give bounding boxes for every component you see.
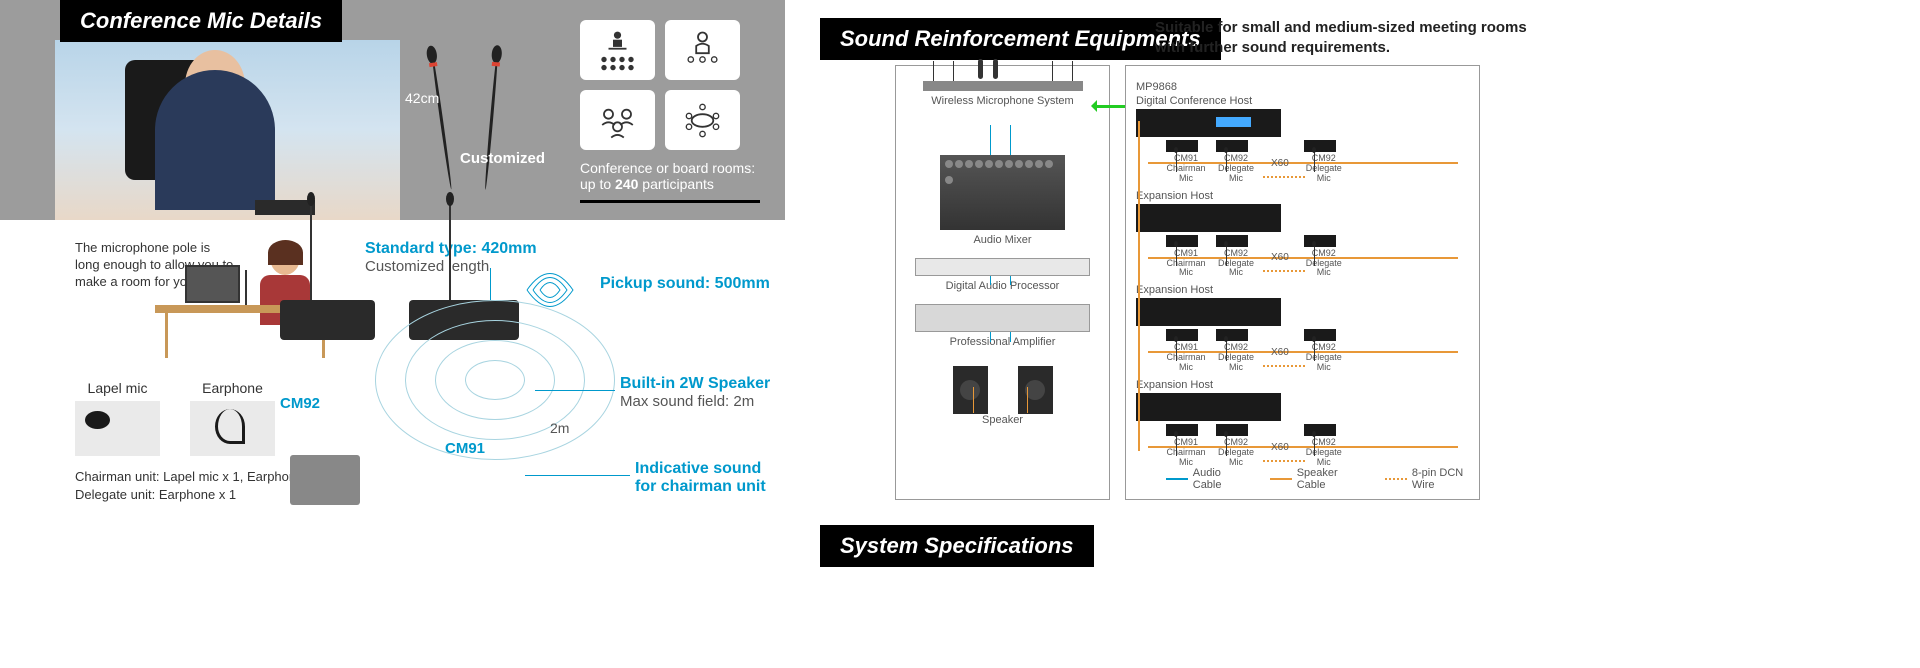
diagram-area: Wireless Microphone System Audio Mixer: [895, 65, 1555, 500]
mic-illustration: 42cm Customized: [400, 30, 580, 210]
left-panel: Conference Mic Details 42cm Customized: [0, 0, 785, 220]
pickup-waves-icon: [525, 255, 605, 325]
x60-label: X60: [1271, 252, 1289, 263]
earphone-label: Earphone: [190, 380, 275, 396]
conference-mic-title: Conference Mic Details: [60, 0, 342, 42]
conference-mic-icon: CM92Delegate Mic: [1304, 140, 1344, 184]
right-subtitle: Suitable for small and medium-sized meet…: [1155, 18, 1555, 57]
expansion-host-label: Expansion Host: [1136, 190, 1469, 202]
lecture-icon: [580, 20, 655, 80]
conference-mic-icon: CM92Delegate Mic: [1304, 329, 1344, 373]
accessories: Lapel mic Earphone Chairman unit: Lapel …: [75, 380, 324, 504]
conference-host-box: MP9868 Digital Conference Host CM91Chair…: [1125, 65, 1480, 500]
expansion-host-label: Expansion Host: [1136, 379, 1469, 391]
expansion-host: [1136, 298, 1281, 326]
conference-mic-icon: CM91Chairman Mic: [1166, 235, 1206, 279]
mic-row: CM91Chairman Mic CM92Delegate Mic X60 CM…: [1166, 329, 1469, 373]
mic-detail-photo: [290, 455, 360, 505]
processor-label: Digital Audio Processor: [906, 280, 1099, 292]
conference-mic-icon: CM92Delegate Mic: [1216, 424, 1256, 468]
right-panel: Sound Reinforcement Equipments Suitable …: [800, 0, 1585, 220]
conference-mic-icon: CM91Chairman Mic: [1166, 329, 1206, 373]
audience-icon: [665, 20, 740, 80]
roundtable-icon: [665, 90, 740, 150]
professional-amplifier: [915, 304, 1090, 332]
lapel-mic-icon: [75, 401, 160, 456]
mic-row: CM91Chairman Mic CM92Delegate Mic X60 CM…: [1166, 235, 1469, 279]
host-name-label: Digital Conference Host: [1136, 95, 1469, 107]
expansion-host: [1136, 204, 1281, 232]
mic-row: CM91Chairman Mic CM92Delegate Mic X60 CM…: [1166, 424, 1469, 468]
audio-chain-box: Wireless Microphone System Audio Mixer: [895, 65, 1110, 500]
digital-audio-processor: [915, 258, 1090, 276]
system-specifications-title: System Specifications: [820, 525, 1094, 567]
legend: Audio Cable Speaker Cable 8-pin DCN Wire: [1166, 467, 1479, 491]
mic-42cm-label: 42cm: [405, 90, 439, 106]
icon-grid: Conference or board rooms: up to 240 par…: [580, 20, 770, 220]
legend-audio: Audio Cable: [1193, 467, 1245, 491]
group-icon: [580, 90, 655, 150]
conference-mic-icon: CM92Delegate Mic: [1216, 140, 1256, 184]
mic-row: CM91Chairman Mic CM92Delegate Mic X60 CM…: [1166, 140, 1469, 184]
digital-conference-host: [1136, 109, 1281, 137]
mixer-label: Audio Mixer: [906, 234, 1099, 246]
delegate-kit-text: Delegate unit: Earphone x 1: [75, 486, 324, 504]
distance-2m-label: 2m: [550, 420, 569, 436]
speakers: [906, 366, 1099, 414]
mic-customized-label: Customized: [460, 150, 545, 167]
chairman-kit-text: Chairman unit: Lapel mic x 1, Earphone x…: [75, 468, 324, 486]
conference-mic-icon: CM92Delegate Mic: [1216, 329, 1256, 373]
conference-mic-icon: CM92Delegate Mic: [1304, 235, 1344, 279]
x60-label: X60: [1271, 442, 1289, 453]
x60-label: X60: [1271, 347, 1289, 358]
pickup-sound-label: Pickup sound: 500mm: [600, 275, 770, 293]
legend-speaker: Speaker Cable: [1297, 467, 1360, 491]
amplifier-label: Professional Amplifier: [906, 336, 1099, 348]
legend-dcn: 8-pin DCN Wire: [1412, 467, 1479, 491]
speaker-label: Speaker: [906, 414, 1099, 426]
expansion-host: [1136, 393, 1281, 421]
dcn-vertical-line: [1138, 121, 1140, 451]
conference-mic-icon: CM91Chairman Mic: [1166, 424, 1206, 468]
wireless-mic-system: [923, 81, 1083, 91]
expansion-host-label: Expansion Host: [1136, 284, 1469, 296]
conference-mic-icon: CM92Delegate Mic: [1304, 424, 1344, 468]
audio-mixer: [940, 155, 1065, 230]
indicative-sound-label: Indicative sound for chairman unit: [635, 460, 766, 496]
earphone-icon: [190, 401, 275, 456]
conf-rooms-text: Conference or board rooms: up to 240 par…: [580, 160, 770, 192]
lapel-mic-label: Lapel mic: [75, 380, 160, 396]
conference-mic-icon: CM92Delegate Mic: [1216, 235, 1256, 279]
conference-mic-icon: CM91Chairman Mic: [1166, 140, 1206, 184]
speaker-label: Built-in 2W Speaker Max sound field: 2m: [620, 375, 770, 410]
divider-bar: [580, 200, 760, 203]
x60-label: X60: [1271, 158, 1289, 169]
wireless-label: Wireless Microphone System: [906, 95, 1099, 107]
host-model-label: MP9868: [1136, 81, 1469, 93]
conference-photo: [55, 40, 400, 220]
